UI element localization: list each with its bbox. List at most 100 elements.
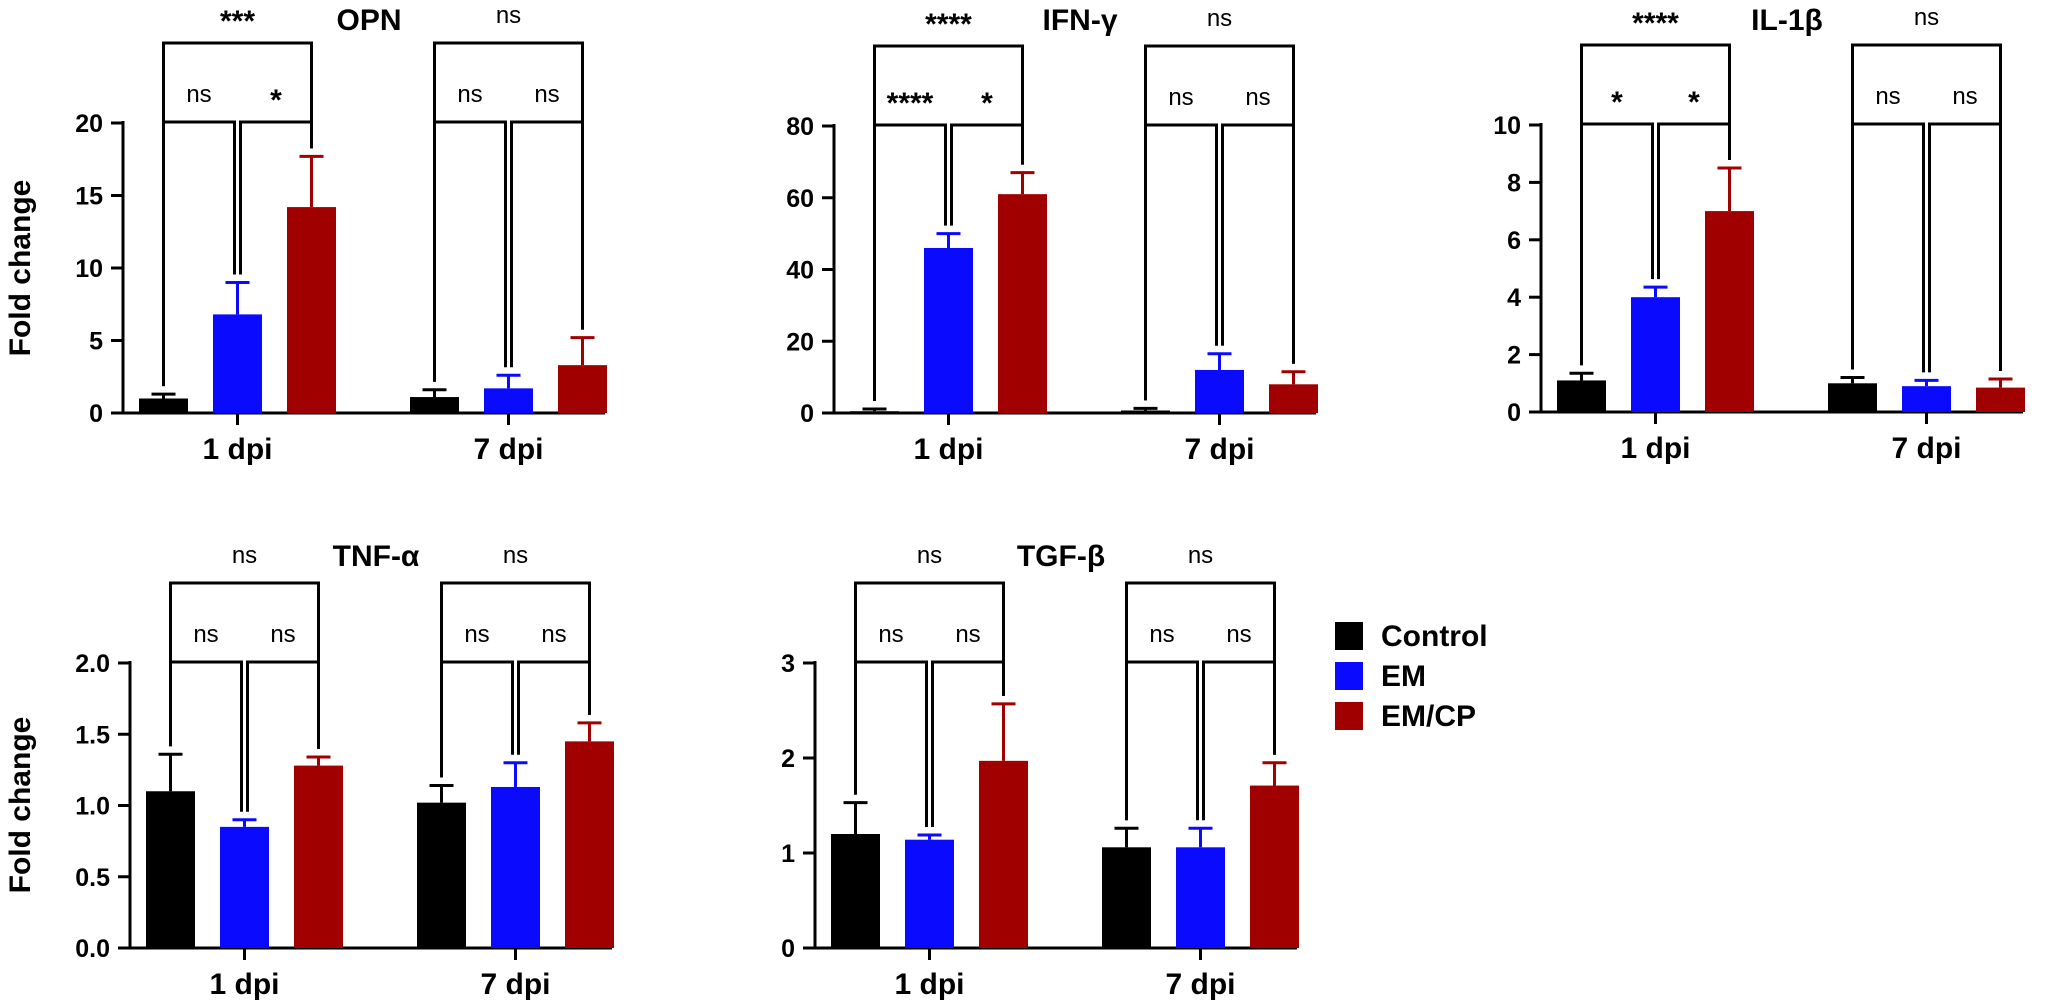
y-tick-label: 20 [75, 110, 103, 138]
bracket-line [1221, 123, 1295, 364]
significance-label: ns [496, 2, 521, 29]
error-bar-em-cp-1-dpi [1010, 171, 1035, 195]
bar-em-cp-7-dpi [558, 365, 607, 413]
significance-bracket: ns [433, 2, 584, 382]
significance-label: * [1688, 86, 1700, 119]
y-axis-label: Fold change [4, 717, 37, 894]
significance-label: ns [232, 542, 257, 569]
error-bar-em-cp-1-dpi [991, 702, 1016, 761]
error-bar-em-7-dpi [503, 761, 528, 787]
y-tick-label: 6 [1507, 227, 1521, 255]
bar-em-cp-7-dpi [565, 741, 614, 948]
y-tick-label: 2 [781, 745, 795, 773]
y-tick-label: 0 [89, 400, 103, 428]
significance-label: ns [1245, 84, 1270, 111]
bracket-line [169, 660, 243, 812]
bar-em-1-dpi [220, 826, 269, 948]
significance-bracket: **** [873, 8, 1024, 402]
error-bar-em-cp-7-dpi [577, 721, 602, 742]
y-tick-label: 0 [781, 935, 795, 963]
significance-label: ns [270, 621, 295, 648]
error-bar-control-1-dpi [151, 392, 176, 399]
legend-label-control: Control [1381, 620, 1488, 653]
error-bar-control-7-dpi [429, 784, 454, 803]
bar-em-7-dpi [484, 388, 533, 413]
bar-control-7-dpi [410, 397, 459, 413]
significance-bracket: ns [440, 621, 514, 778]
significance-label: ns [457, 81, 482, 108]
bracket-line [1851, 43, 2002, 371]
error-bar-em-cp-1-dpi [306, 755, 331, 766]
error-bar-em-1-dpi [232, 818, 257, 827]
legend-swatch-emcp [1335, 702, 1363, 730]
bracket-line [440, 581, 591, 778]
y-tick-label: 0.5 [75, 864, 110, 892]
error-bar-em-7-dpi [1207, 352, 1232, 370]
legend-item-emcp: EM/CP [1335, 700, 1476, 733]
bracket-line [440, 660, 514, 778]
error-bar-em-7-dpi [496, 373, 521, 389]
bar-em-cp-1-dpi [287, 207, 336, 413]
bracket-line [1928, 122, 2002, 373]
significance-label: *** [220, 5, 255, 38]
bar-em-7-dpi [1902, 386, 1951, 412]
bracket-line [433, 41, 584, 382]
significance-bracket: ns [1851, 4, 2002, 371]
y-tick-label: 8 [1507, 169, 1521, 197]
significance-label: * [270, 84, 282, 117]
chart-title: OPN [336, 4, 401, 37]
y-tick-label: 80 [786, 113, 814, 141]
bar-em-cp-1-dpi [1705, 211, 1754, 412]
error-bar-control-1-dpi [843, 801, 868, 834]
error-bar-em-cp-7-dpi [1262, 761, 1287, 786]
bar-em-1-dpi [1631, 297, 1680, 412]
x-tick-label: 1 dpi [913, 433, 983, 466]
chart-panel-tgf: TGF-β 0 1 2 3 1 dpi 7 dpi ns ns ns ns ns ns [781, 540, 1299, 1001]
bar-em-cp-7-dpi [1269, 384, 1318, 413]
significance-bracket: *** [162, 5, 313, 387]
bar-control-7-dpi [1828, 383, 1877, 412]
legend-item-em: EM [1335, 660, 1426, 693]
chart-panel-tnf: TNF-α Fold change 0.0 0.5 1.0 1.5 2.0 1 dpi 7 dp… [4, 540, 614, 1001]
bracket-line [1851, 122, 1925, 373]
bracket-line [854, 581, 1005, 795]
bar-control-1-dpi [831, 834, 880, 948]
bar-em-cp-7-dpi [1976, 387, 2025, 412]
error-bar-em-1-dpi [225, 281, 250, 315]
y-tick-label: 10 [75, 255, 103, 283]
chart-title: TNF-α [333, 540, 420, 573]
legend-label-em: EM [1381, 660, 1426, 693]
significance-label: ns [1168, 84, 1193, 111]
error-bar-control-7-dpi [422, 388, 447, 398]
significance-bracket: ns [1144, 84, 1218, 401]
error-bar-control-7-dpi [1133, 406, 1158, 411]
significance-label: ns [503, 542, 528, 569]
bar-control-7-dpi [1121, 410, 1170, 413]
error-bar-em-1-dpi [936, 232, 961, 248]
error-bar-em-7-dpi [1914, 378, 1939, 387]
bracket-line [510, 120, 584, 368]
error-bar-em-1-dpi [1643, 285, 1668, 298]
error-bar-em-cp-1-dpi [1717, 166, 1742, 212]
bracket-line [1125, 581, 1276, 821]
bar-em-7-dpi [491, 786, 540, 948]
significance-bracket: **** [1580, 7, 1731, 366]
error-bar-control-1-dpi [862, 407, 887, 412]
legend-item-control: Control [1335, 620, 1488, 653]
bar-em-cp-1-dpi [979, 760, 1028, 948]
y-tick-label: 3 [781, 650, 795, 678]
x-tick-label: 1 dpi [202, 433, 272, 466]
significance-bracket: ns [169, 542, 320, 750]
significance-bracket: ns [1851, 83, 1925, 373]
bracket-line [169, 581, 320, 750]
bar-em-cp-1-dpi [294, 765, 343, 948]
bracket-line [1125, 660, 1199, 821]
bar-control-1-dpi [146, 791, 195, 948]
bar-em-cp-1-dpi [998, 194, 1047, 413]
significance-label: ns [1952, 83, 1977, 110]
bar-em-7-dpi [1195, 369, 1244, 413]
